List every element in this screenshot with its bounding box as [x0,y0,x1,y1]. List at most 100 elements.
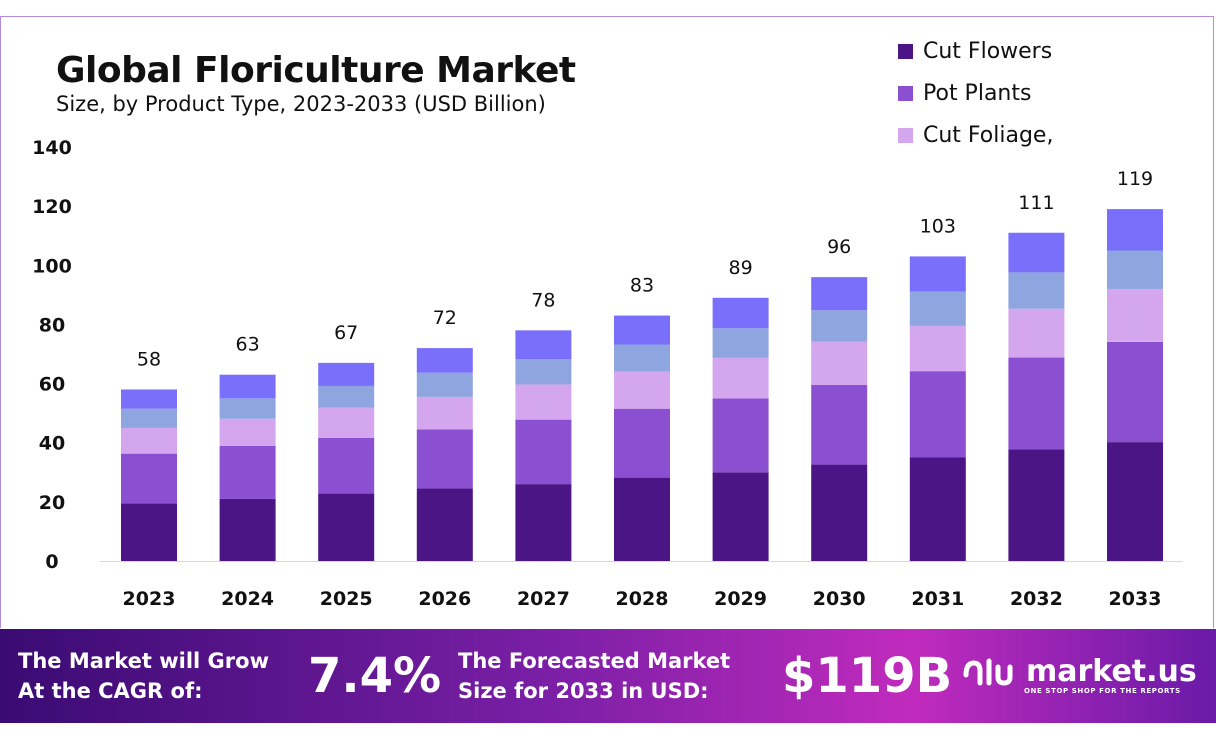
chart-subtitle: Size, by Product Type, 2023-2033 (USD Bi… [56,92,546,116]
y-tick-label: 80 [39,314,65,336]
bar-total-label: 72 [433,307,457,329]
bar-segment-cut-foliage [219,418,276,446]
bar-total-label: 103 [920,215,956,237]
chart-title: Global Floriculture Market [56,50,576,91]
bar-segment-series-5 [219,374,276,399]
y-tick-label: 20 [39,492,65,514]
legend-swatch [898,43,913,59]
x-tick-label: 2033 [1109,588,1162,610]
bar-segment-series-5 [909,256,966,292]
bar-total-label: 96 [827,236,851,258]
legend-item-cut-foliage: Cut Foliage, [898,114,1053,156]
bar-segment-pot-plants [515,419,572,485]
bar-segment-series-4 [1107,250,1163,289]
legend-item-cut-flowers: Cut Flowers [898,30,1053,72]
brand-name: market.us [1026,654,1197,689]
bar-segment-cut-flowers [416,488,473,561]
bar-segment-cut-foliage [811,341,868,385]
bar-segment-series-4 [712,328,769,358]
bar-total-label: 119 [1117,168,1153,190]
bar-segment-series-5 [1107,209,1163,251]
bar-total-label: 78 [531,289,555,311]
bar-segment-series-5 [416,348,473,373]
bar-segment-cut-foliage [121,427,177,454]
legend: Cut Flowers Pot Plants Cut Foliage, [898,30,1053,156]
brand-tagline: ONE STOP SHOP FOR THE REPORTS [1024,687,1181,695]
bar-segment-series-4 [1008,272,1065,309]
bar-segment-pot-plants [219,445,276,499]
bar-segment-cut-flowers [219,498,276,561]
bar-segment-series-5 [318,362,375,386]
bar-segment-series-4 [811,310,868,342]
x-tick-label: 2024 [221,588,274,610]
bar-segment-cut-foliage [1008,308,1065,358]
bar-segment-cut-flowers [121,503,177,561]
bar-segment-cut-flowers [515,484,572,561]
legend-item-pot-plants: Pot Plants [898,72,1053,114]
bar-segment-pot-plants [318,437,375,494]
y-tick-label: 0 [45,551,58,573]
bar-segment-cut-foliage [614,371,670,409]
x-tick-label: 2028 [616,588,669,610]
bar-segment-cut-flowers [712,472,769,561]
bar-segment-cut-flowers [811,464,868,561]
bar-segment-series-4 [909,291,966,326]
y-tick-label: 60 [39,374,65,396]
brand-logo: market.us [962,655,1197,689]
bar-segment-pot-plants [416,429,473,489]
bar-segment-pot-plants [1107,341,1163,443]
y-tick-label: 100 [32,255,72,277]
bar-segment-cut-flowers [1107,442,1163,561]
cagr-caption: The Market will Grow At the CAGR of: [18,646,269,706]
legend-label: Cut Foliage, [923,122,1054,148]
forecast-caption: The Forecasted Market Size for 2033 in U… [458,646,730,706]
x-tick-label: 2025 [320,588,373,610]
bar-total-label: 67 [334,322,358,344]
bar-segment-series-4 [515,359,572,385]
cagr-line-2: At the CAGR of: [18,679,203,703]
x-tick-label: 2029 [714,588,767,610]
legend-swatch [898,127,913,143]
bar-segment-pot-plants [1008,357,1065,450]
x-tick-label: 2031 [911,588,964,610]
bar-segment-series-5 [712,297,769,329]
bar-segment-series-5 [811,277,868,311]
bar-segment-cut-foliage [712,357,769,399]
bar-segment-cut-foliage [416,396,473,430]
x-tick-label: 2032 [1010,588,1063,610]
market-us-logo-icon [963,658,1013,686]
bar-segment-series-4 [219,398,276,419]
legend-label: Cut Flowers [923,38,1053,64]
bar-segment-pot-plants [909,371,966,458]
bar-segment-pot-plants [121,453,177,504]
legend-label: Pot Plants [923,80,1032,106]
bar-segment-cut-foliage [909,325,966,372]
bar-total-label: 89 [729,257,753,279]
bar-segment-cut-foliage [318,407,375,438]
bar-segment-series-5 [614,315,670,345]
cagr-line-1: The Market will Grow [18,649,269,673]
bar-total-label: 58 [137,348,161,370]
bar-segment-series-4 [416,372,473,397]
y-tick-label: 140 [32,137,72,159]
bar-segment-pot-plants [614,408,670,478]
x-tick-label: 2023 [123,588,176,610]
bar-segment-cut-flowers [909,457,966,561]
cagr-value: 7.4% [308,648,442,704]
bar-total-label: 63 [236,334,260,356]
bar-total-label: 83 [630,275,654,297]
bar-segment-series-4 [614,344,670,372]
x-tick-label: 2026 [418,588,471,610]
bar-segment-cut-flowers [318,493,375,561]
footer-banner: The Market will Grow At the CAGR of: 7.4… [0,629,1216,723]
bar-segment-series-4 [318,385,375,408]
stacked-bar-chart: 0 20 40 60 80 100 120 140 58 2023 63 2024 67 2025 72 20… [32,137,1183,610]
bar-segment-cut-flowers [1008,449,1065,561]
bar-segment-cut-flowers [614,477,670,561]
bar-total-label: 111 [1018,192,1054,214]
x-tick-label: 2030 [813,588,866,610]
forecast-line-1: The Forecasted Market [458,649,731,673]
bar-segment-cut-foliage [515,384,572,420]
bar-segment-pot-plants [712,398,769,473]
legend-swatch [898,85,913,101]
